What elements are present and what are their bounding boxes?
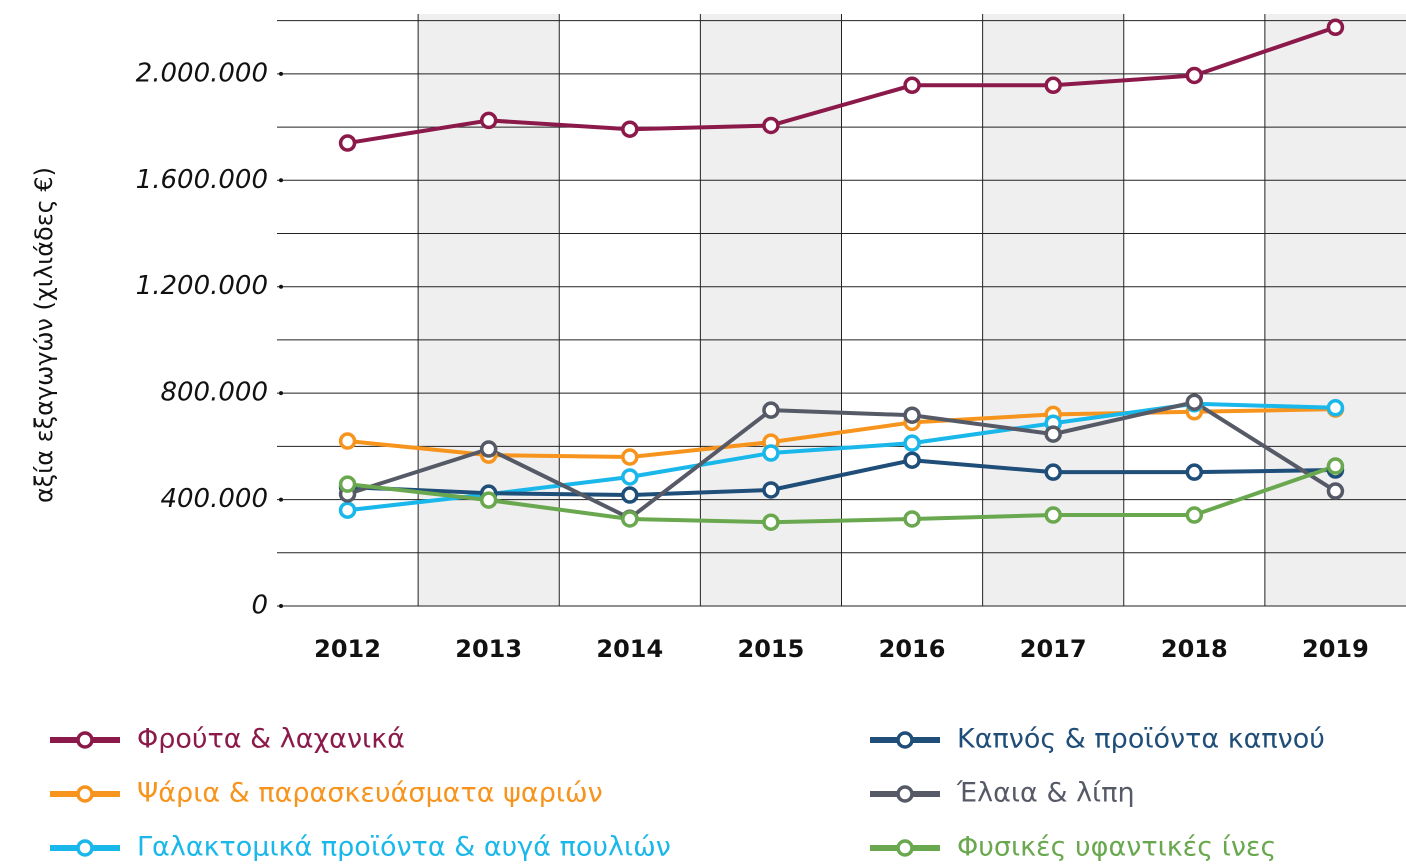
data-point bbox=[1185, 393, 1204, 411]
y-tick-label: 2.000.000 bbox=[136, 58, 268, 88]
data-point bbox=[621, 510, 639, 528]
y-tick-label: 1.200.000 bbox=[136, 271, 268, 301]
data-point bbox=[762, 116, 780, 135]
data-point bbox=[762, 481, 780, 499]
legend-label: Φυσικές υφαντικές ίνες bbox=[957, 832, 1276, 863]
legend-marker bbox=[896, 731, 914, 749]
data-point bbox=[1044, 506, 1062, 524]
tick-mark bbox=[279, 391, 283, 396]
x-tick-label: 2013 bbox=[455, 635, 522, 663]
tick-mark bbox=[279, 284, 283, 289]
data-point bbox=[1326, 399, 1345, 417]
legend-label: Φρούτα & λαχανικά bbox=[137, 724, 405, 755]
legend-label: Γαλακτομικά προϊόντα & αυγά πουλιών bbox=[137, 832, 671, 863]
series-line bbox=[346, 400, 1337, 521]
data-point bbox=[1185, 66, 1204, 85]
data-point bbox=[903, 406, 921, 424]
tick-mark bbox=[279, 604, 283, 608]
data-point bbox=[338, 432, 357, 450]
legend-marker bbox=[76, 731, 94, 749]
legend-label: Καπνός & προϊόντα καπνού bbox=[957, 724, 1325, 755]
data-point bbox=[903, 451, 921, 469]
data-point bbox=[1044, 463, 1062, 481]
data-point bbox=[621, 486, 639, 504]
x-tick-label: 2014 bbox=[596, 635, 663, 663]
y-tick-label: 1.600.000 bbox=[136, 165, 268, 195]
column-shade bbox=[418, 14, 560, 606]
x-tick-label: 2016 bbox=[879, 635, 946, 663]
data-point bbox=[1185, 506, 1204, 524]
data-point bbox=[1185, 463, 1204, 481]
data-point bbox=[903, 510, 921, 528]
y-tick-label: 0 bbox=[251, 591, 268, 621]
data-point bbox=[1326, 457, 1345, 475]
data-point bbox=[903, 76, 921, 95]
series-line bbox=[347, 458, 1336, 498]
data-point bbox=[1044, 425, 1062, 443]
data-point bbox=[479, 491, 498, 509]
data-point bbox=[1044, 76, 1062, 95]
x-tick-label: 2015 bbox=[738, 635, 805, 663]
legend-label: Έλαια & λίπη bbox=[956, 778, 1135, 809]
series-line bbox=[347, 464, 1337, 525]
data-point bbox=[762, 513, 780, 531]
tick-mark bbox=[279, 497, 283, 502]
y-axis-label: αξία εξαγωγών (χιλιάδες €) bbox=[30, 167, 58, 503]
data-point bbox=[762, 444, 780, 462]
x-tick-label: 2018 bbox=[1161, 635, 1228, 663]
legend-marker bbox=[76, 839, 94, 857]
x-tick-label: 2019 bbox=[1302, 635, 1369, 663]
data-point bbox=[338, 134, 357, 152]
column-shade bbox=[1264, 14, 1406, 606]
data-point bbox=[762, 401, 780, 419]
data-point bbox=[621, 468, 639, 486]
data-point bbox=[1326, 18, 1345, 37]
data-point bbox=[338, 475, 357, 493]
x-tick-label: 2017 bbox=[1020, 635, 1087, 663]
series-line bbox=[347, 25, 1337, 146]
y-tick-label: 800.000 bbox=[160, 378, 268, 408]
tick-mark bbox=[279, 71, 283, 76]
y-tick-label: 400.000 bbox=[160, 484, 268, 514]
legend-marker bbox=[76, 785, 94, 803]
data-point bbox=[479, 111, 498, 130]
data-point bbox=[479, 440, 498, 458]
legend-label: Ψάρια & παρασκευάσματα ψαριών bbox=[137, 778, 603, 809]
data-point bbox=[621, 120, 639, 138]
legend-marker bbox=[896, 785, 914, 803]
data-point bbox=[621, 448, 639, 466]
series-line bbox=[347, 407, 1336, 460]
data-point bbox=[338, 501, 357, 519]
data-point bbox=[903, 434, 921, 452]
x-tick-label: 2012 bbox=[314, 635, 381, 663]
tick-mark bbox=[279, 178, 283, 183]
data-point bbox=[1326, 482, 1345, 500]
legend-marker bbox=[896, 839, 914, 857]
